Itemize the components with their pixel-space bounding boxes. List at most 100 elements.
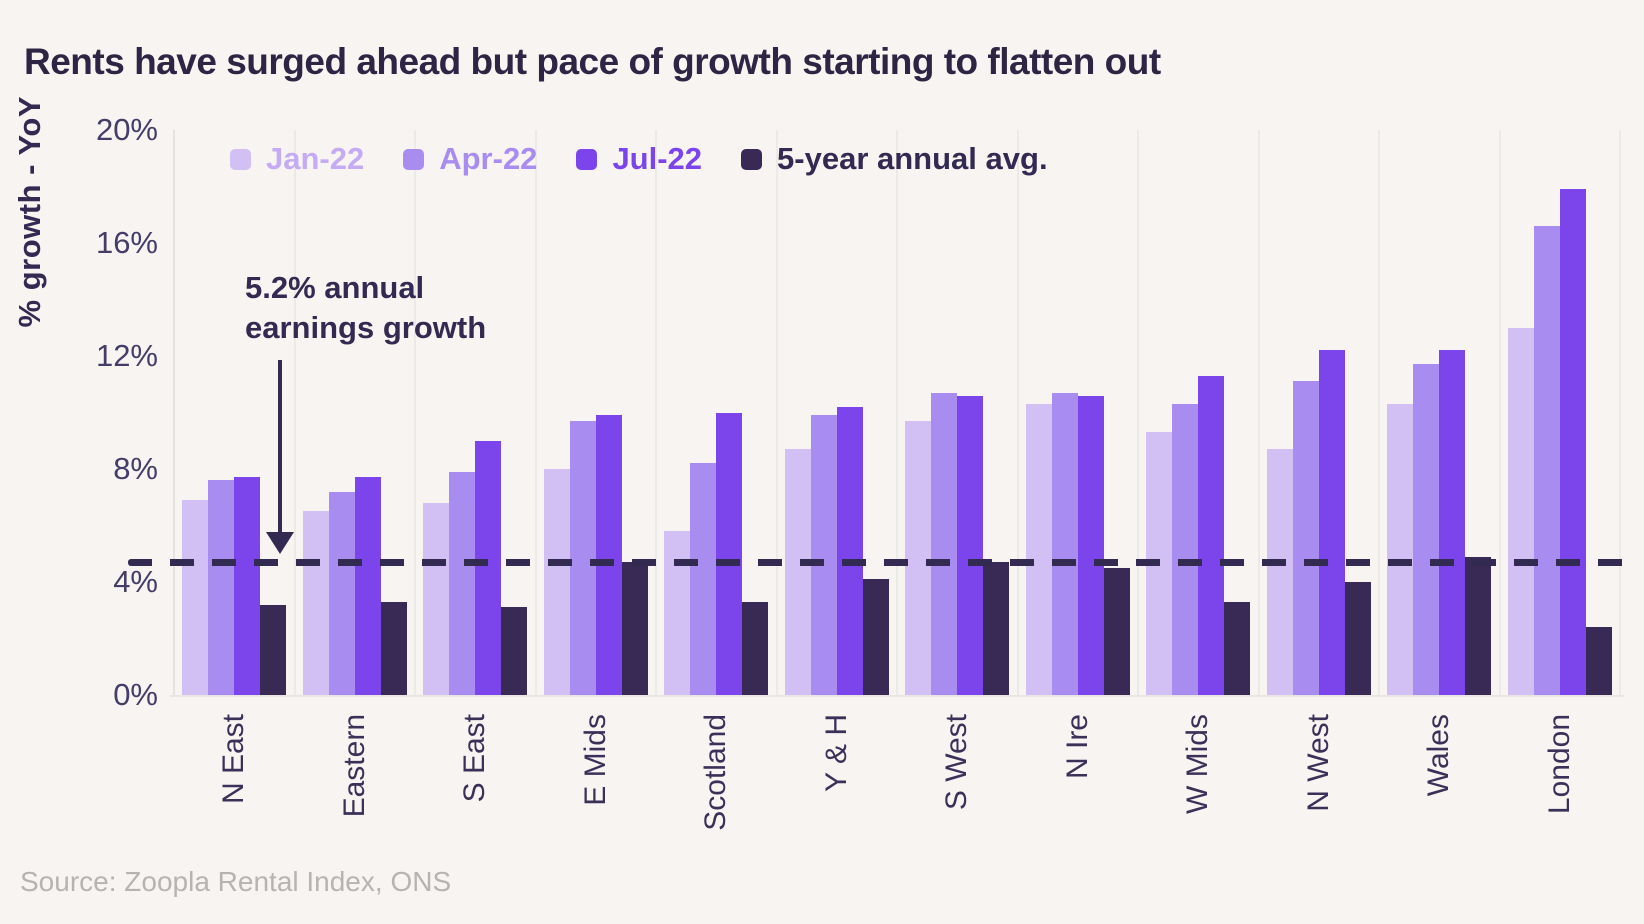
bar-apr-22-n-east [208, 480, 235, 695]
legend-label: 5-year annual avg. [777, 141, 1048, 176]
gridline [1016, 130, 1019, 695]
gridline [293, 130, 296, 695]
bar-apr-22-london [1533, 226, 1560, 695]
x-axis-label: S East [458, 714, 492, 803]
legend-swatch-icon [403, 148, 425, 170]
bar-5-year-annual-avg--eastern [380, 601, 407, 695]
gridline [1498, 130, 1501, 695]
bar-jan-22-y-h [784, 449, 811, 695]
x-axis-label: Y & H [819, 714, 853, 792]
y-tick-label: 12% [95, 338, 158, 373]
bar-apr-22-w-mids [1172, 404, 1199, 695]
bar-5-year-annual-avg--n-east [260, 604, 287, 695]
bar-5-year-annual-avg--s-east [501, 607, 528, 695]
chart-title: Rents have surged ahead but pace of grow… [24, 40, 1161, 82]
bar-5-year-annual-avg--y-h [862, 579, 889, 695]
bar-jul-22-n-east [234, 477, 261, 695]
bar-jul-22-n-ire [1077, 395, 1104, 695]
x-axis-label: Wales [1422, 714, 1456, 797]
bar-apr-22-s-west [931, 392, 958, 695]
x-axis-label: S West [940, 714, 974, 811]
legend-item-jan-22: Jan-22 [230, 141, 364, 177]
legend-swatch-icon [230, 148, 251, 170]
dashed-reference-line [128, 559, 1632, 567]
x-axis-label: Scotland [699, 714, 733, 831]
bar-5-year-annual-avg--n-ire [1103, 567, 1130, 695]
y-tick-label: 8% [113, 451, 158, 486]
gridline [775, 130, 778, 695]
annotation-arrow-head [266, 532, 294, 554]
bar-jul-22-e-mids [595, 415, 622, 695]
chart-legend: Jan-22 Apr-22 Jul-22 5-year annual avg. [230, 141, 1048, 177]
y-axis-line [173, 130, 175, 695]
legend-label: Jan-22 [266, 141, 365, 176]
bar-jan-22-n-east [182, 500, 209, 695]
gridline [896, 130, 898, 695]
x-axis-label: N West [1301, 714, 1335, 812]
x-axis-label: N East [217, 714, 251, 805]
gridline [1137, 130, 1139, 695]
bar-jan-22-wales [1387, 404, 1414, 695]
bar-apr-22-e-mids [569, 420, 596, 695]
bar-jul-22-eastern [354, 477, 381, 695]
bar-jan-22-eastern [302, 511, 329, 695]
bar-5-year-annual-avg--w-mids [1224, 601, 1251, 695]
annotation-arrow-stem [278, 360, 282, 534]
bar-apr-22-s-east [449, 471, 476, 695]
x-axis-label: London [1542, 714, 1576, 815]
x-axis-label: E Mids [578, 714, 612, 806]
bar-jul-22-scotland [716, 412, 743, 695]
annotation-line2: earnings growth [245, 310, 487, 345]
y-tick-label: 16% [95, 225, 158, 260]
gridline [655, 130, 657, 695]
bar-jul-22-w-mids [1198, 375, 1225, 695]
legend-item-jul-22: Jul-22 [576, 141, 702, 177]
x-axis-label: W Mids [1181, 714, 1215, 814]
bar-5-year-annual-avg--e-mids [621, 562, 648, 695]
bar-apr-22-scotland [690, 463, 717, 695]
annotation-line1: 5.2% annual [245, 270, 425, 305]
x-axis-line [170, 695, 1624, 697]
bar-5-year-annual-avg--scotland [742, 601, 769, 695]
bar-jan-22-scotland [664, 531, 691, 695]
bar-jul-22-n-west [1318, 350, 1345, 695]
legend-swatch-icon [576, 148, 598, 170]
source-note: Source: Zoopla Rental Index, ONS [20, 866, 452, 897]
bar-apr-22-n-ire [1051, 392, 1078, 695]
y-tick-label: 4% [113, 564, 158, 599]
gridline [1619, 130, 1621, 695]
bar-apr-22-eastern [328, 491, 355, 695]
gridline [1378, 130, 1380, 695]
gridline [534, 130, 537, 695]
bar-jul-22-wales [1439, 350, 1466, 695]
bar-jan-22-london [1507, 327, 1534, 695]
bar-jul-22-s-east [475, 440, 502, 695]
legend-swatch-icon [741, 148, 763, 170]
bar-jul-22-y-h [836, 406, 863, 695]
bar-jan-22-n-ire [1025, 404, 1052, 695]
legend-label: Apr-22 [439, 141, 538, 176]
legend-item-5-year-annual-avg-: 5-year annual avg. [741, 141, 1048, 177]
bar-5-year-annual-avg--london [1585, 627, 1612, 695]
x-axis-label: Eastern [337, 714, 371, 818]
bar-5-year-annual-avg--n-west [1344, 582, 1371, 695]
gridline [1257, 130, 1260, 695]
bar-apr-22-n-west [1292, 381, 1319, 695]
annotation-text: 5.2% annual earnings growth [245, 268, 486, 348]
gridline [414, 130, 416, 695]
bar-jan-22-s-west [905, 420, 932, 695]
bar-5-year-annual-avg--s-west [983, 562, 1010, 695]
bar-apr-22-y-h [810, 415, 837, 695]
bar-jan-22-s-east [423, 502, 450, 695]
bar-apr-22-wales [1413, 364, 1440, 695]
legend-label: Jul-22 [612, 141, 703, 176]
bar-jan-22-e-mids [543, 469, 570, 695]
bar-jul-22-s-west [957, 395, 984, 695]
y-tick-label: 0% [113, 677, 158, 712]
x-axis-label: N Ire [1060, 714, 1094, 780]
bar-5-year-annual-avg--wales [1465, 556, 1492, 695]
y-tick-label: 20% [95, 112, 158, 147]
bar-jan-22-n-west [1266, 449, 1293, 695]
